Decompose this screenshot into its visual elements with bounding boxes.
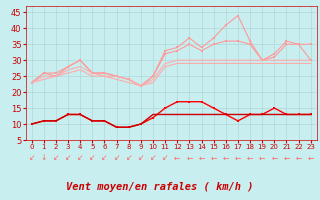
Text: Vent moyen/en rafales ( km/h ): Vent moyen/en rafales ( km/h ): [66, 182, 254, 192]
Text: ↙: ↙: [150, 154, 156, 162]
Text: ←: ←: [186, 154, 193, 162]
Text: ↙: ↙: [101, 154, 108, 162]
Text: ←: ←: [283, 154, 290, 162]
Text: ↙: ↙: [28, 154, 35, 162]
Text: ←: ←: [259, 154, 265, 162]
Text: ←: ←: [271, 154, 277, 162]
Text: ↙: ↙: [138, 154, 144, 162]
Text: ↙: ↙: [89, 154, 96, 162]
Text: ↙: ↙: [77, 154, 84, 162]
Text: ←: ←: [223, 154, 229, 162]
Text: ↙: ↙: [125, 154, 132, 162]
Text: ←: ←: [174, 154, 180, 162]
Text: ↓: ↓: [41, 154, 47, 162]
Text: ←: ←: [308, 154, 314, 162]
Text: ←: ←: [211, 154, 217, 162]
Text: ↙: ↙: [162, 154, 168, 162]
Text: ←: ←: [247, 154, 253, 162]
Text: ←: ←: [198, 154, 205, 162]
Text: ←: ←: [235, 154, 241, 162]
Text: ↙: ↙: [113, 154, 120, 162]
Text: ↙: ↙: [65, 154, 71, 162]
Text: ←: ←: [295, 154, 302, 162]
Text: ↙: ↙: [53, 154, 59, 162]
